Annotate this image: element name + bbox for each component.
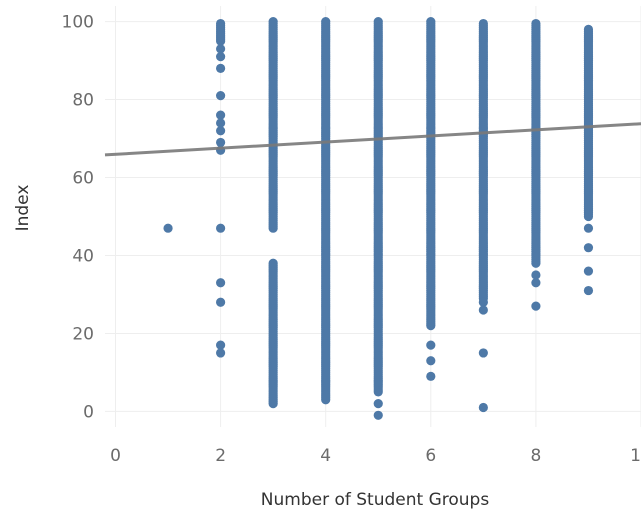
data-point [373, 16, 383, 27]
x-tick-label: 2 [215, 446, 226, 466]
data-point [216, 52, 226, 62]
data-point [216, 126, 226, 136]
y-tick-label: 40 [72, 246, 94, 266]
data-point [373, 410, 383, 420]
data-point [583, 285, 594, 296]
x-tick-label: 8 [530, 446, 541, 466]
x-axis-title: Number of Student Groups [261, 490, 490, 510]
data-point [478, 402, 488, 413]
x-tick-label: 10 [630, 446, 641, 466]
data-point [583, 223, 594, 233]
trend-line [104, 122, 641, 157]
data-point [478, 297, 488, 307]
data-point [216, 44, 226, 54]
data-point [216, 278, 226, 288]
y-tick-label: 100 [62, 13, 94, 33]
x-tick-labels: 0 2 4 6 8 10 [110, 446, 641, 466]
data-point [216, 91, 226, 101]
data-point [321, 16, 331, 27]
y-axis-title: Index [13, 185, 33, 232]
y-tick-label: 20 [72, 324, 94, 344]
data-point [216, 348, 226, 358]
data-point [531, 270, 541, 280]
data-point [216, 110, 226, 120]
x-tick-label: 6 [425, 446, 436, 466]
data-point [531, 301, 541, 311]
grid-lines [105, 6, 641, 427]
data-point [373, 399, 383, 409]
data-point [216, 297, 226, 307]
data-point [216, 340, 226, 350]
data-point [583, 243, 594, 253]
x-tick-label: 0 [110, 446, 121, 466]
data-point [268, 258, 278, 268]
y-tick-label: 80 [72, 91, 94, 111]
data-point [478, 348, 488, 358]
x-tick-label: 4 [320, 446, 331, 466]
data-point [426, 340, 436, 350]
data-point [426, 16, 436, 27]
data-point [268, 16, 278, 27]
data-point [426, 356, 436, 366]
data-point [216, 118, 226, 128]
data-point [583, 266, 594, 276]
data-point [583, 24, 594, 34]
data-point [531, 278, 541, 288]
y-tick-labels: 0 20 40 60 80 100 [62, 13, 94, 423]
data-point [216, 137, 226, 148]
data-point [478, 18, 488, 29]
data-point [216, 63, 226, 73]
data-point [531, 18, 541, 29]
y-tick-label: 60 [72, 169, 94, 189]
data-point [216, 223, 226, 233]
data-points [163, 16, 594, 420]
data-point [216, 18, 226, 29]
data-point [163, 223, 173, 233]
y-tick-label: 0 [83, 402, 94, 422]
data-point [478, 305, 488, 315]
data-point [426, 371, 436, 381]
